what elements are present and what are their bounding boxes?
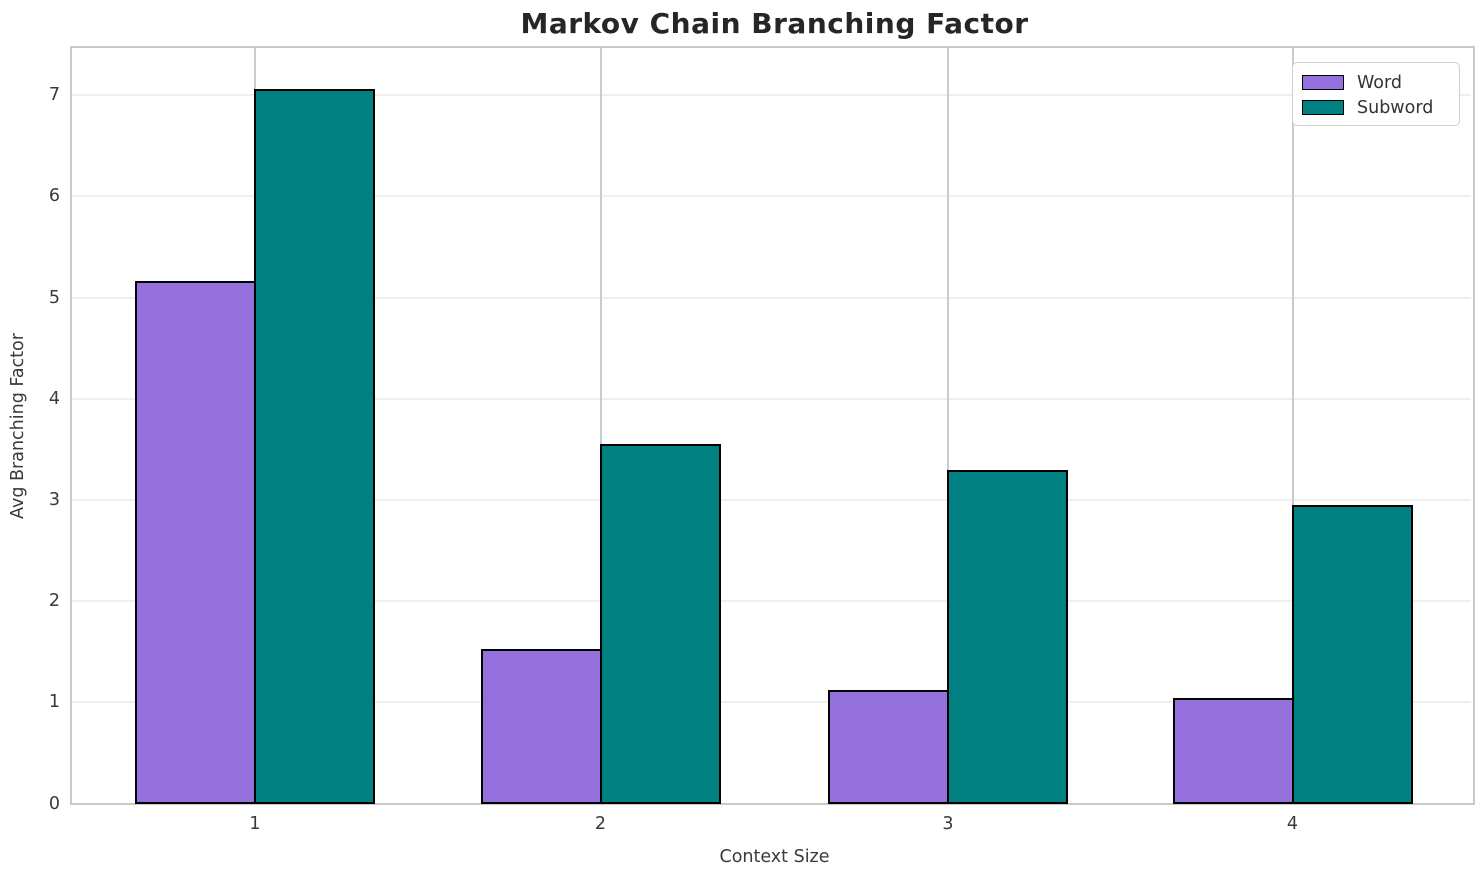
bar-word-1 — [135, 281, 256, 804]
x-gridline — [1291, 48, 1294, 801]
bar-subword-4 — [1291, 504, 1413, 804]
y-gridline — [72, 397, 1471, 400]
chart-title: Markov Chain Branching Factor — [520, 7, 1029, 40]
x-gridline — [947, 48, 949, 801]
x-gridline — [599, 48, 602, 801]
bar-word-3 — [828, 690, 949, 804]
bar-subword-1 — [254, 89, 375, 804]
y-tick-label: 2 — [48, 591, 60, 612]
y-axis-label: Avg Branching Factor — [8, 333, 28, 519]
legend-swatch-word — [1302, 75, 1344, 90]
bar-subword-3 — [947, 469, 1068, 804]
bar-subword-2 — [599, 444, 721, 804]
x-tick-label: 4 — [1286, 814, 1299, 834]
y-tick-label: 7 — [48, 85, 60, 106]
y-tick-label: 6 — [48, 186, 60, 207]
y-gridline — [72, 498, 1471, 501]
legend-swatch-subword — [1302, 100, 1344, 115]
y-gridline — [72, 600, 1471, 603]
y-tick-label: 4 — [48, 388, 60, 409]
bar-word-4 — [1172, 698, 1294, 804]
y-tick-label: 0 — [48, 793, 60, 814]
y-gridline — [72, 195, 1471, 198]
bar-word-2 — [480, 648, 602, 804]
y-tick-label: 1 — [48, 692, 60, 713]
legend-label: Word — [1357, 72, 1402, 93]
legend-entry-word: Word — [1302, 70, 1449, 95]
legend: Word Subword — [1292, 62, 1460, 126]
y-gridline — [72, 94, 1471, 97]
y-tick-label: 5 — [48, 287, 60, 308]
x-tick-label: 2 — [594, 814, 607, 834]
legend-entry-subword: Subword — [1302, 95, 1449, 120]
y-tick-label: 3 — [48, 489, 60, 510]
x-axis-label: Context Size — [719, 847, 830, 867]
legend-label: Subword — [1357, 97, 1434, 118]
y-gridline — [72, 701, 1471, 704]
x-tick-label: 3 — [942, 814, 954, 834]
x-tick-label: 1 — [249, 814, 261, 834]
y-gridline — [72, 296, 1471, 299]
